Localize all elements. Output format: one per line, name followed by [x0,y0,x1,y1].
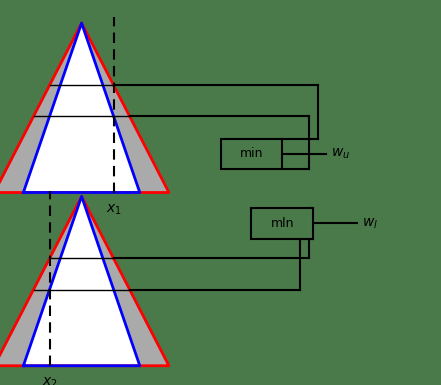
Text: $w_l$: $w_l$ [362,216,377,231]
Polygon shape [23,196,140,366]
FancyBboxPatch shape [220,139,282,169]
Polygon shape [23,23,140,192]
Text: $x_1$: $x_1$ [106,202,122,216]
Text: min: min [239,147,263,161]
FancyBboxPatch shape [251,208,313,239]
Polygon shape [0,196,169,366]
Text: mln: mln [270,217,294,230]
Text: $w_u$: $w_u$ [331,147,350,161]
Polygon shape [0,23,169,192]
Text: $x_2$: $x_2$ [41,375,57,385]
